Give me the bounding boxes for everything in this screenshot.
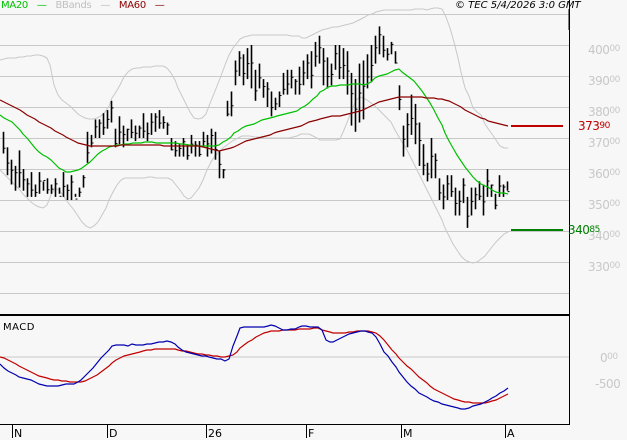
- bbands-line: [0, 96, 509, 264]
- price-axis-label: 40000: [588, 43, 620, 57]
- price-axis-label: 38000: [588, 105, 620, 119]
- legend-ma60-label: MA60: [118, 0, 146, 11]
- bbands-line: [0, 7, 508, 149]
- x-axis-label: A: [507, 427, 515, 440]
- price-axis-label: 39000: [588, 74, 620, 88]
- x-axis-label: D: [109, 427, 118, 440]
- ma60-value-main: 373: [578, 119, 600, 133]
- price-axis-label: 35000: [588, 198, 620, 212]
- macd-lines: [0, 324, 509, 410]
- legend-bbands: BBands —: [55, 0, 111, 11]
- price-gridlines: [0, 14, 569, 294]
- moving-averages: [0, 68, 509, 195]
- price-axis-label: 37000: [588, 136, 620, 150]
- ma60-value-dec: 90: [599, 121, 610, 131]
- macd-label-zero: 000: [600, 351, 618, 365]
- macd-zero-main: 0: [600, 351, 608, 365]
- x-axis-label: F: [308, 427, 315, 440]
- price-bars: [2, 26, 510, 228]
- macd-minus500-main: -500: [595, 377, 621, 391]
- x-axis-label: M: [403, 427, 413, 440]
- ma20-value-main: 340: [568, 223, 590, 237]
- ma20-line: [0, 68, 509, 195]
- x-axis-label: N: [14, 427, 23, 440]
- macd-line: [0, 324, 509, 410]
- copyright-timestamp: © TEC 5/4/2026 3:0 GMT: [455, 0, 581, 11]
- price-axis-label: 34000: [588, 229, 620, 243]
- ma20-value-tag: 34085: [568, 223, 600, 237]
- macd-label-minus500: -500: [595, 377, 621, 391]
- ma60-value-tag: 37390: [578, 119, 610, 133]
- legend-ma60: MA60 —: [118, 0, 165, 11]
- signal-line: [0, 327, 509, 404]
- legend-bbands-label: BBands: [55, 0, 92, 11]
- legend-ma20-label: MA20: [1, 0, 28, 11]
- ma60-line: [0, 96, 509, 152]
- bollinger-bands: [0, 7, 509, 264]
- ma20-value-dec: 85: [589, 225, 600, 235]
- x-axis-label: 26: [208, 427, 222, 440]
- x-axis-ticks: [12, 424, 506, 438]
- macd-panel-title: MACD: [3, 322, 35, 333]
- price-axis-label: 36000: [588, 167, 620, 181]
- chart-legend: MA20 — BBands — MA60 —: [1, 0, 171, 11]
- macd-zero-dec: 00: [607, 352, 618, 362]
- price-axis-label: 33000: [588, 260, 620, 274]
- legend-ma20: MA20 —: [1, 0, 47, 11]
